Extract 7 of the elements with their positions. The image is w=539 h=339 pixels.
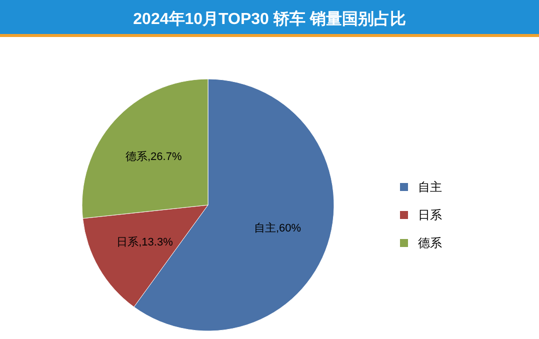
chart-title: 2024年10月TOP30 轿车 销量国别占比 [133,10,406,28]
data-label: 日系,13.3% [116,236,174,249]
legend-label: 自主 [418,180,442,194]
legend-label: 日系 [418,208,442,222]
data-label: 自主,60% [254,222,302,235]
legend-label: 德系 [418,236,442,250]
data-label: 德系,26.7% [126,150,182,164]
